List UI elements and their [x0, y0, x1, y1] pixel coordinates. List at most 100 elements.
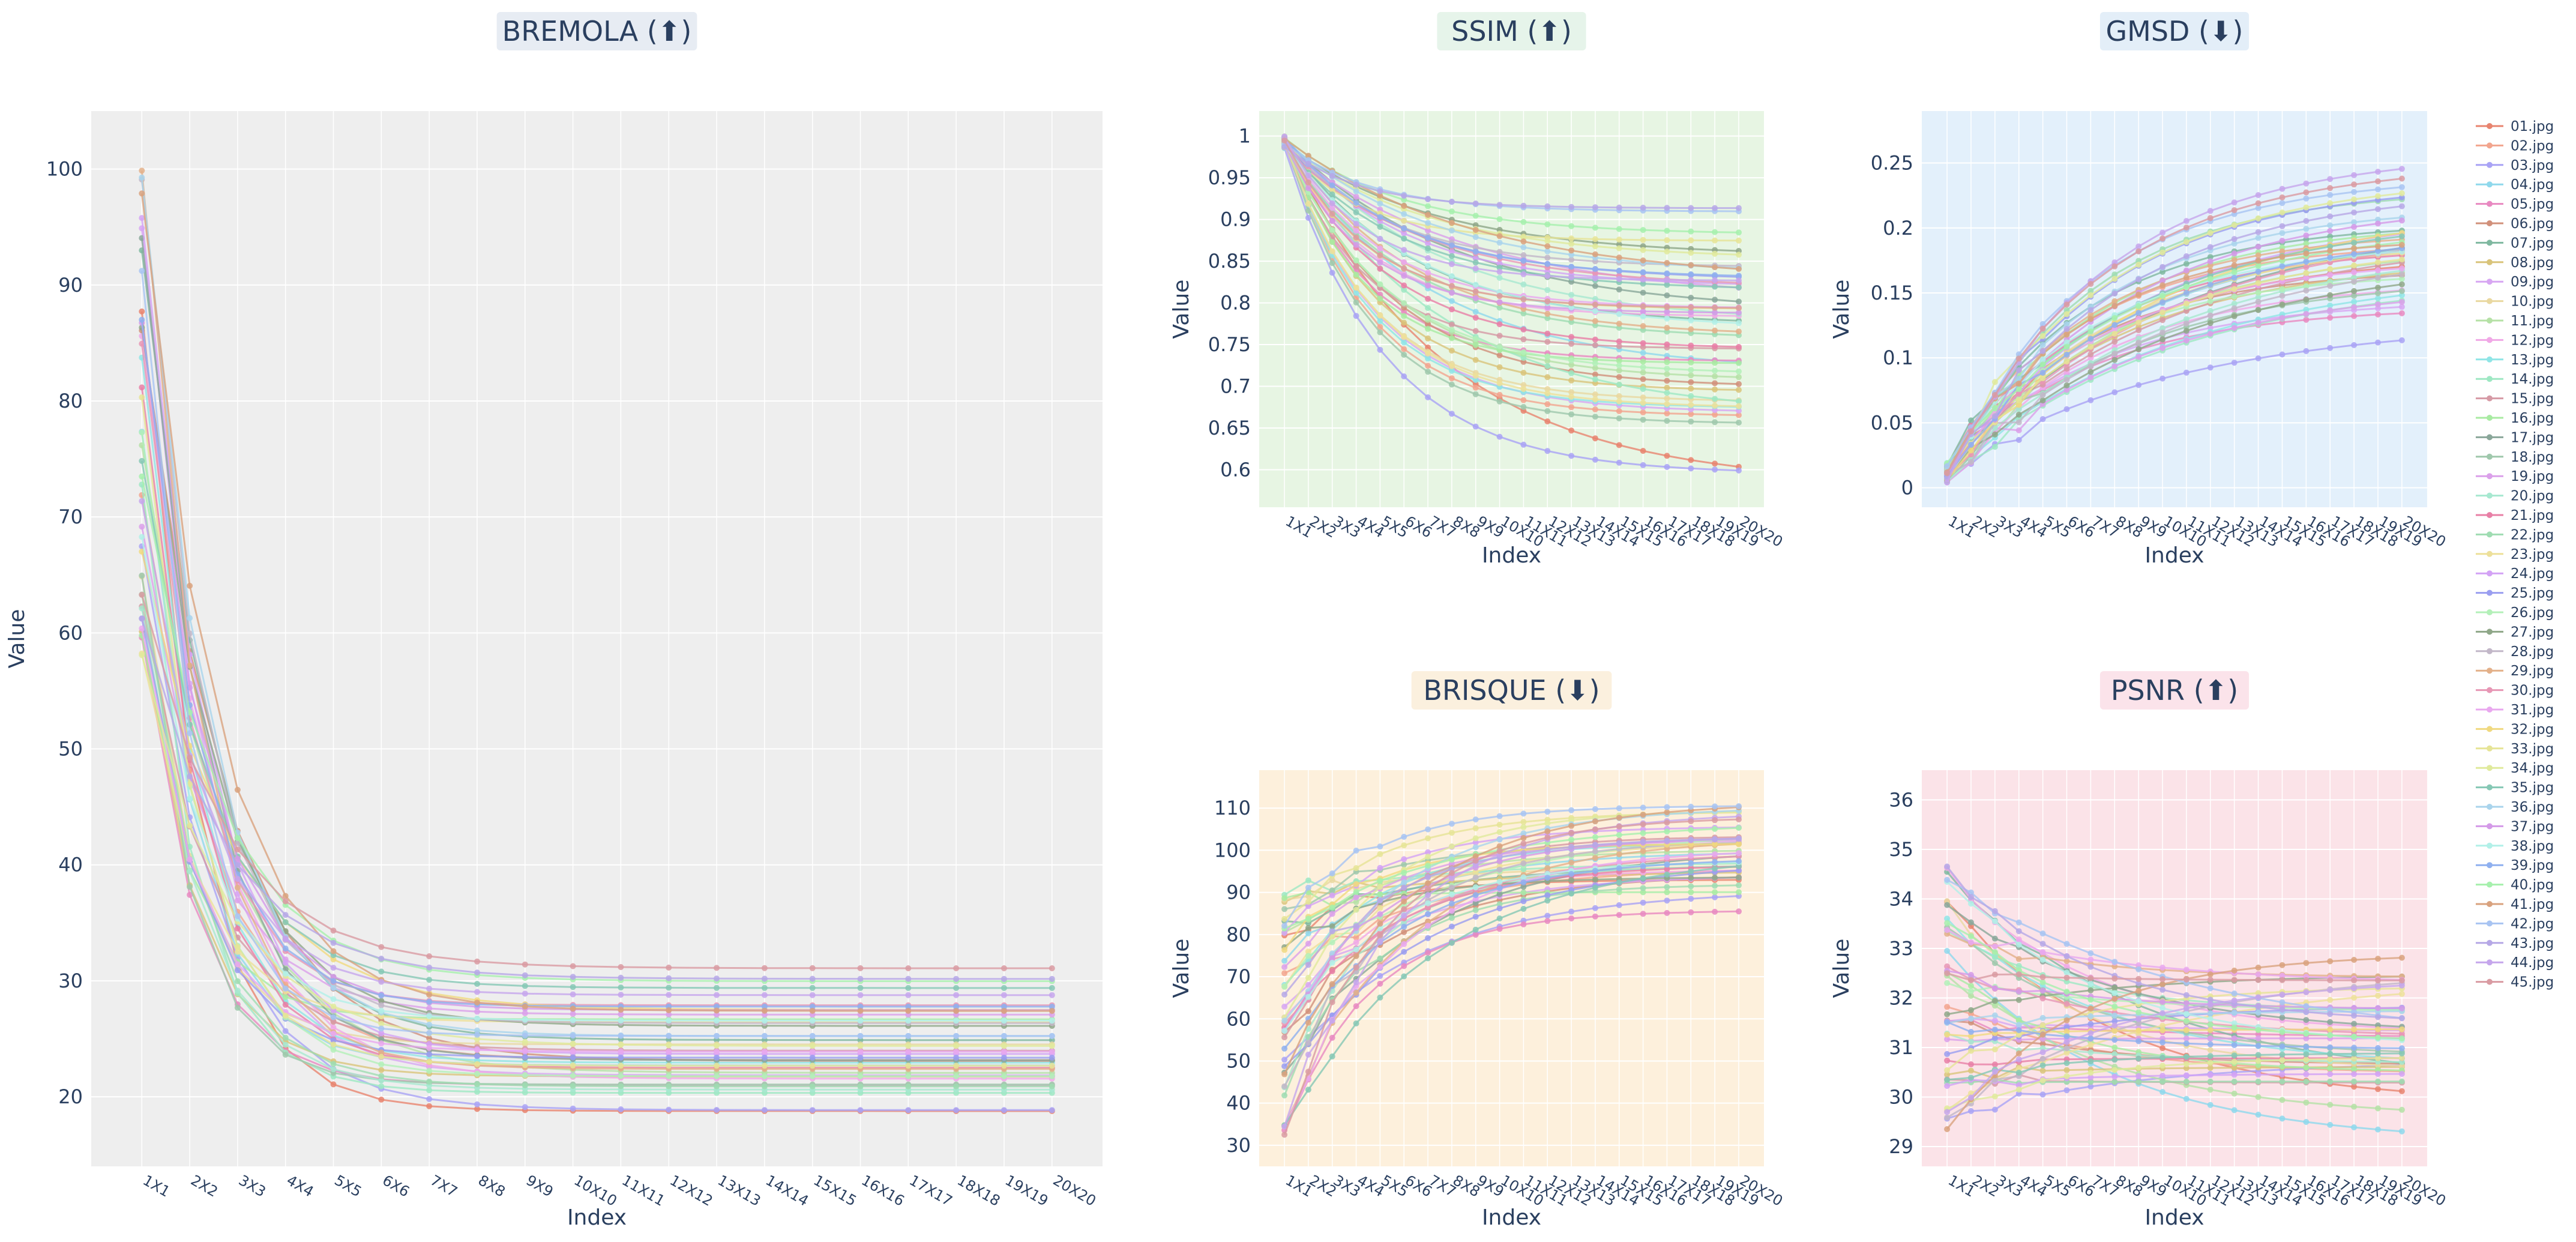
- data-point: [666, 964, 672, 971]
- data-point: [330, 1024, 337, 1031]
- data-point: [1001, 1048, 1007, 1055]
- data-point: [1640, 804, 1646, 811]
- data-point: [1736, 889, 1742, 896]
- series-line: [1284, 146, 1739, 210]
- y-tick-label: 35: [1889, 838, 1913, 861]
- data-point: [1329, 191, 1335, 197]
- data-point: [2087, 343, 2094, 350]
- data-point: [2063, 343, 2070, 350]
- data-point: [2135, 262, 2142, 268]
- data-point: [618, 1073, 624, 1079]
- data-point: [2087, 397, 2094, 403]
- data-point: [1968, 459, 1974, 465]
- series-line: [140, 217, 1052, 1055]
- data-point: [139, 215, 145, 222]
- data-point: [1496, 321, 1503, 328]
- data-point: [2351, 181, 2358, 188]
- data-point: [2039, 995, 2046, 1002]
- data-point: [1944, 1067, 1951, 1073]
- data-point: [139, 457, 145, 464]
- data-point: [2087, 307, 2094, 313]
- data-point: [1448, 908, 1455, 914]
- data-point: [1616, 343, 1622, 349]
- data-point: [522, 1048, 528, 1054]
- data-point: [1592, 826, 1598, 833]
- data-point: [1001, 975, 1007, 982]
- data-point: [1329, 1053, 1335, 1060]
- data-point: [2063, 1001, 2070, 1007]
- data-point: [1448, 298, 1455, 304]
- data-point: [1640, 394, 1646, 401]
- data-point: [2207, 215, 2213, 222]
- data-point: [2087, 1042, 2094, 1048]
- data-point: [761, 1017, 768, 1024]
- data-point: [1472, 227, 1479, 233]
- data-point: [1568, 252, 1575, 258]
- data-point: [1688, 457, 1694, 463]
- data-point: [234, 925, 241, 932]
- data-point: [1592, 435, 1598, 442]
- data-point: [2111, 1045, 2118, 1051]
- data-point: [2039, 333, 2046, 339]
- data-point: [1049, 1073, 1055, 1079]
- data-point: [474, 1101, 480, 1108]
- data-point: [1329, 205, 1335, 211]
- data-point: [426, 1087, 433, 1094]
- data-point: [1401, 963, 1407, 969]
- data-point: [1448, 278, 1455, 284]
- data-point: [809, 992, 816, 998]
- y-tick-label: 0.95: [1208, 166, 1251, 189]
- data-point: [2231, 305, 2237, 312]
- data-point: [522, 961, 528, 968]
- data-point: [1712, 402, 1718, 409]
- data-point: [1991, 935, 1998, 942]
- series-42.jpg: [139, 268, 1055, 1039]
- data-point: [1401, 948, 1407, 955]
- data-point: [2255, 298, 2262, 305]
- data-point: [2159, 235, 2166, 242]
- series-line: [140, 635, 1052, 1020]
- data-point: [1616, 303, 1622, 309]
- data-point: [2375, 301, 2381, 308]
- data-point: [2087, 374, 2094, 381]
- data-point: [2375, 295, 2381, 301]
- data-point: [1712, 836, 1718, 842]
- data-point: [1472, 874, 1479, 881]
- data-point: [1712, 360, 1718, 366]
- data-point: [2279, 1078, 2286, 1085]
- data-point: [1688, 875, 1694, 881]
- series-line: [1283, 144, 1739, 348]
- data-point: [1377, 223, 1383, 230]
- data-point: [2279, 194, 2286, 200]
- data-point: [1664, 809, 1670, 816]
- data-point: [1353, 946, 1359, 953]
- data-point: [2183, 239, 2189, 246]
- data-point: [1001, 1032, 1007, 1039]
- data-point: [1353, 220, 1359, 227]
- data-point: [1448, 939, 1455, 946]
- y-tick-label: 30: [1226, 1134, 1251, 1157]
- data-point: [2111, 339, 2118, 345]
- data-point: [1688, 852, 1694, 859]
- data-point: [426, 1096, 433, 1102]
- data-point: [1305, 953, 1311, 959]
- data-point: [2135, 319, 2142, 326]
- data-point: [2327, 185, 2334, 191]
- data-point: [1688, 402, 1694, 408]
- data-point: [2351, 1071, 2358, 1078]
- data-point: [905, 1017, 912, 1024]
- series-line: [1284, 138, 1739, 303]
- data-point: [2039, 1091, 2046, 1098]
- data-point: [1305, 1051, 1311, 1058]
- data-point: [1688, 250, 1694, 256]
- data-point: [1472, 315, 1479, 321]
- data-point: [378, 944, 385, 950]
- data-point: [1968, 1108, 1974, 1114]
- data-point: [2375, 339, 2381, 346]
- data-point: [666, 1106, 672, 1113]
- data-point: [1472, 384, 1479, 391]
- data-point: [1664, 897, 1670, 904]
- series-34.jpg: [139, 652, 1055, 1049]
- data-point: [2111, 363, 2118, 370]
- data-point: [330, 939, 337, 946]
